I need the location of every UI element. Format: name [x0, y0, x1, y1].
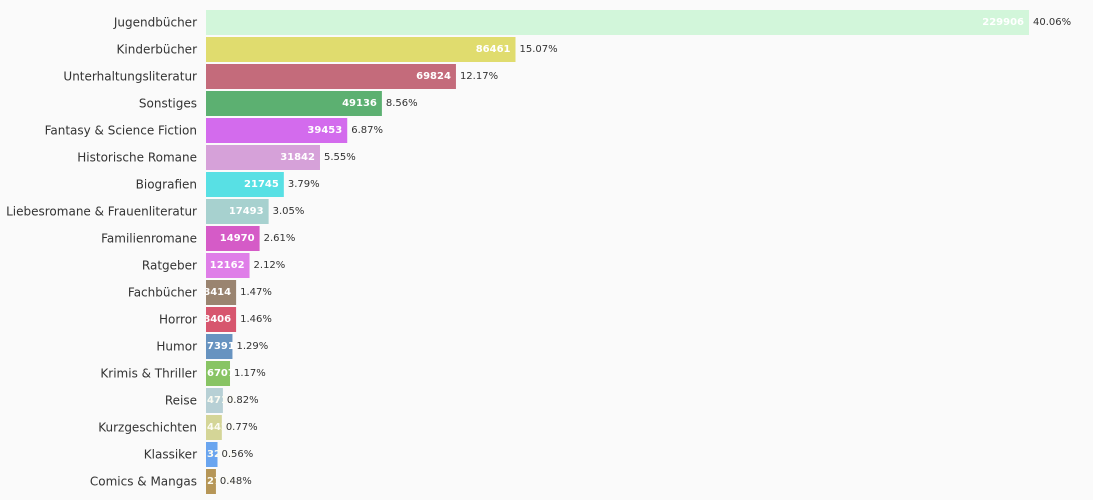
percent-label: 0.56%	[222, 449, 254, 460]
value-label: 2774	[207, 476, 235, 487]
bar	[206, 199, 269, 224]
percent-label: 1.46%	[240, 314, 272, 325]
value-label: 49136	[342, 98, 377, 109]
value-label: 4718	[207, 395, 235, 406]
bar	[206, 37, 516, 62]
value-label: 17493	[229, 206, 264, 217]
value-label: 12162	[210, 260, 245, 271]
percent-label: 40.06%	[1033, 17, 1071, 28]
percent-label: 2.61%	[264, 233, 296, 244]
bar	[206, 10, 1029, 35]
percent-label: 15.07%	[520, 44, 558, 55]
bar	[206, 334, 233, 359]
bar	[206, 145, 320, 170]
category-label: Familienromane	[101, 232, 197, 246]
bar	[206, 253, 250, 278]
category-label: Krimis & Thriller	[100, 367, 197, 381]
category-label: Fantasy & Science Fiction	[45, 124, 197, 138]
category-label: Jugendbücher	[113, 16, 197, 30]
percent-label: 1.17%	[234, 368, 266, 379]
percent-label: 5.55%	[324, 152, 356, 163]
category-label: Unterhaltungsliteratur	[63, 70, 197, 84]
value-label: 3214	[207, 449, 235, 460]
percent-label: 8.56%	[386, 98, 418, 109]
value-label: 86461	[476, 44, 511, 55]
value-label: 31842	[280, 152, 315, 163]
value-label: 8414	[203, 287, 231, 298]
percent-label: 2.12%	[254, 260, 286, 271]
category-label: Reise	[165, 394, 197, 408]
category-label: Historische Romane	[77, 151, 197, 165]
category-label: Kinderbücher	[117, 43, 198, 57]
bar	[206, 226, 260, 251]
value-label: 39453	[307, 125, 342, 136]
percent-label: 3.05%	[273, 206, 305, 217]
value-label: 21745	[244, 179, 279, 190]
percent-label: 1.29%	[236, 341, 268, 352]
percent-label: 12.17%	[460, 71, 498, 82]
percent-label: 1.47%	[240, 287, 272, 298]
category-label: Humor	[156, 340, 197, 354]
value-label: 4421	[207, 422, 235, 433]
category-label: Comics & Mangas	[90, 475, 197, 489]
value-label: 7391	[207, 341, 235, 352]
category-label: Biografien	[136, 178, 197, 192]
bar	[206, 118, 348, 143]
percent-label: 0.48%	[220, 476, 252, 487]
category-label: Klassiker	[144, 448, 197, 462]
bar	[206, 307, 237, 332]
value-label: 69824	[416, 71, 451, 82]
category-label: Fachbücher	[128, 286, 197, 300]
bar	[206, 172, 284, 197]
bar	[206, 361, 231, 386]
bar	[206, 388, 223, 413]
value-label: 6707	[207, 368, 235, 379]
value-label: 8406	[203, 314, 231, 325]
category-label: Ratgeber	[142, 259, 197, 273]
percent-label: 3.79%	[288, 179, 320, 190]
value-label: 229906	[982, 17, 1024, 28]
value-label: 14970	[220, 233, 255, 244]
category-label: Liebesromane & Frauenliteratur	[6, 205, 197, 219]
bar	[206, 442, 218, 467]
percent-label: 0.77%	[226, 422, 258, 433]
percent-label: 6.87%	[351, 125, 383, 136]
percent-label: 0.82%	[227, 395, 259, 406]
category-label: Sonstiges	[139, 97, 197, 111]
category-label: Horror	[159, 313, 197, 327]
bar	[206, 64, 456, 89]
category-label: Kurzgeschichten	[98, 421, 197, 435]
bar	[206, 91, 382, 116]
bar	[206, 469, 216, 494]
bar	[206, 280, 237, 305]
bar	[206, 415, 222, 440]
